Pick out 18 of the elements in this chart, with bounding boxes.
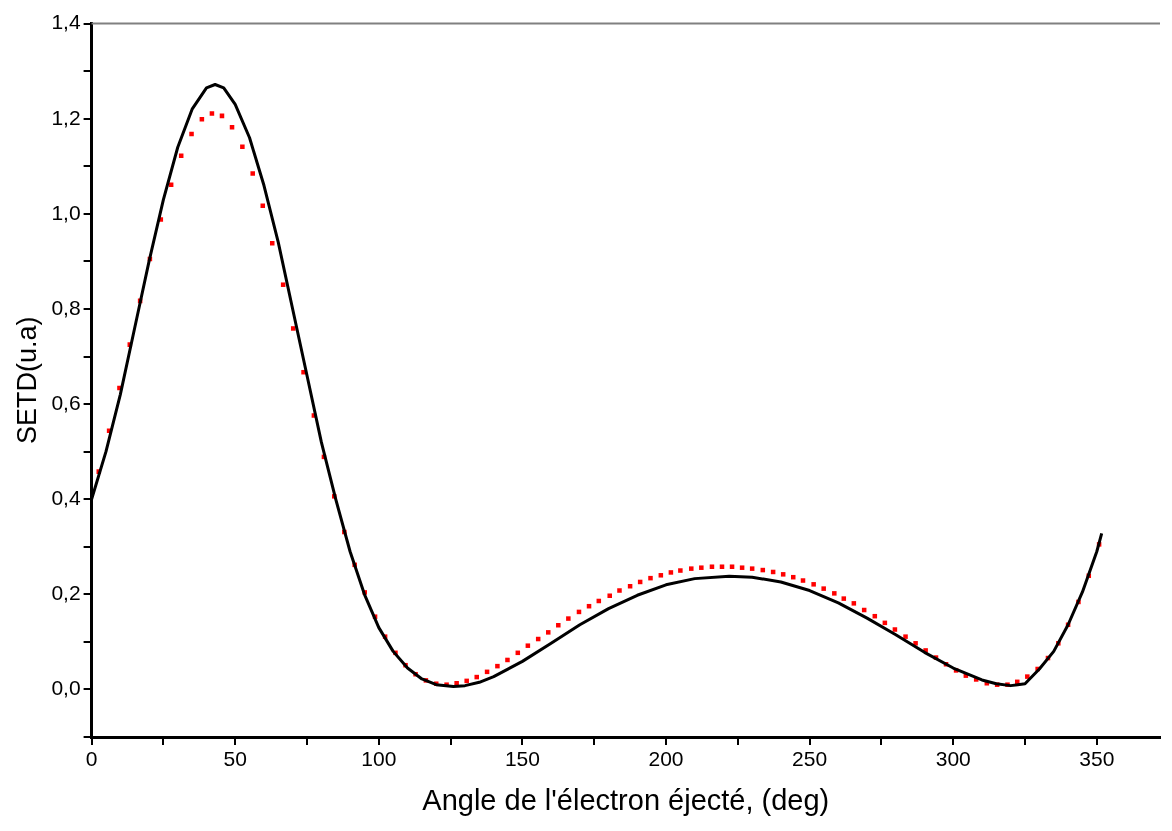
x-tick-label: 200 [648,747,684,771]
x-tick-label: 0 [85,747,98,771]
y-tick-label: 1,2 [51,105,81,129]
y-tick-label: 0,0 [51,676,81,700]
y-tick-label: 0,8 [51,295,81,319]
y-tick-label: 1,0 [51,200,81,224]
x-axis-title: Angle de l'électron éjecté, (deg) [422,783,830,816]
x-tick-label: 250 [792,747,828,771]
y-tick-label: 0,2 [51,581,81,605]
x-tick-label: 50 [223,747,247,771]
y-tick-label: 0,6 [51,390,81,414]
x-tick-label: 150 [504,747,540,771]
x-tick-label: 350 [1079,747,1115,771]
y-tick-label: 1,4 [51,10,81,34]
y-tick-label: 0,4 [51,486,81,509]
x-tick-label: 300 [935,747,971,771]
x-tick-label: 100 [361,747,397,771]
y-axis-title: SETD(u.a) [11,316,42,445]
